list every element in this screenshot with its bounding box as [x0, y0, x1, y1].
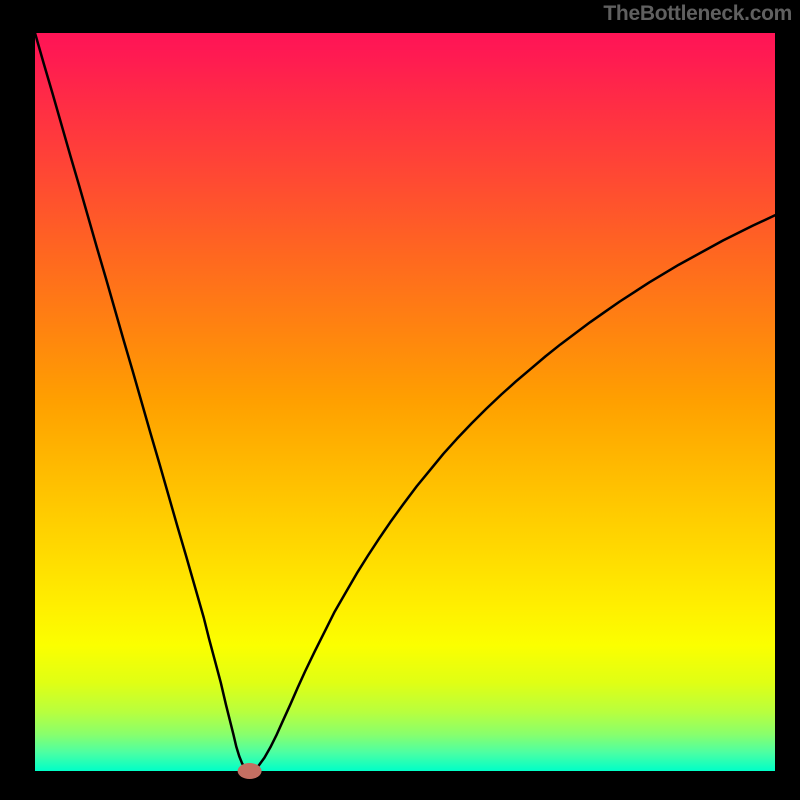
watermark-text: TheBottleneck.com — [603, 2, 792, 26]
chart-svg — [0, 0, 800, 800]
plot-background — [35, 33, 775, 771]
chart-canvas: TheBottleneck.com — [0, 0, 800, 800]
minimum-marker — [238, 763, 262, 779]
